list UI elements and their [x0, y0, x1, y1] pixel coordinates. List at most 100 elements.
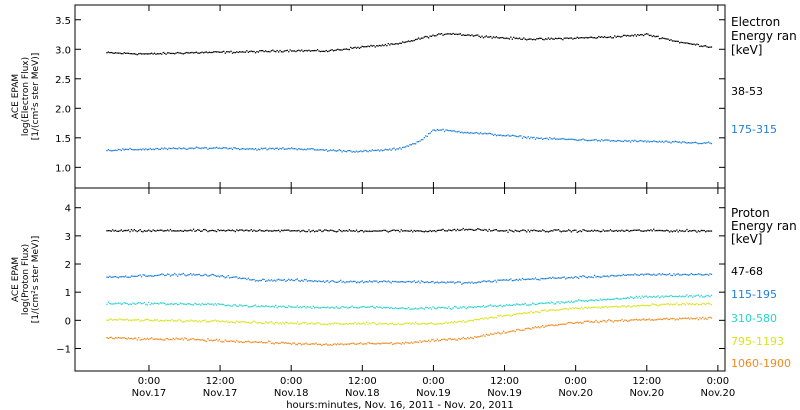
- data-point: [403, 146, 405, 148]
- data-point: [501, 315, 503, 318]
- data-point: [244, 340, 247, 343]
- data-point: [306, 148, 309, 150]
- data-point: [618, 298, 620, 300]
- data-point: [322, 343, 324, 346]
- data-point: [631, 229, 633, 232]
- data-point: [664, 295, 666, 297]
- data-point: [340, 323, 342, 325]
- data-point: [338, 229, 340, 231]
- data-point: [494, 332, 496, 334]
- data-point: [367, 45, 369, 47]
- data-point: [321, 230, 323, 233]
- data-point: [237, 51, 239, 54]
- data-point: [110, 318, 112, 320]
- data-point: [518, 312, 521, 315]
- data-point: [117, 277, 120, 279]
- data-point: [612, 275, 614, 277]
- data-point: [364, 306, 366, 308]
- data-point: [536, 278, 538, 281]
- data-point: [363, 46, 365, 48]
- data-point: [155, 274, 157, 277]
- data-point: [534, 277, 537, 279]
- data-point: [608, 306, 610, 308]
- data-point: [239, 229, 241, 231]
- data-point: [570, 138, 573, 140]
- data-point: [705, 231, 707, 233]
- data-point: [171, 339, 173, 341]
- data-point: [606, 275, 609, 277]
- data-point: [591, 36, 593, 38]
- data-point: [471, 306, 473, 308]
- data-point: [451, 338, 453, 341]
- data-point: [236, 305, 238, 307]
- data-point: [442, 228, 444, 230]
- data-point: [410, 229, 412, 231]
- data-point: [557, 309, 560, 311]
- data-point: [650, 296, 652, 298]
- data-point: [279, 147, 281, 150]
- data-point: [194, 274, 196, 276]
- data-point: [614, 298, 616, 300]
- data-point: [409, 40, 411, 43]
- data-point: [259, 306, 261, 308]
- data-point: [116, 303, 118, 305]
- data-point: [562, 276, 564, 278]
- data-point: [429, 229, 431, 232]
- data-point: [265, 321, 267, 323]
- data-point: [474, 132, 476, 134]
- data-point: [530, 229, 532, 231]
- data-point: [383, 323, 385, 325]
- data-point: [676, 40, 678, 42]
- data-point: [126, 229, 128, 232]
- data-point: [165, 274, 167, 276]
- data-point: [314, 231, 316, 233]
- data-point: [547, 138, 550, 141]
- data-point: [578, 277, 580, 279]
- data-point: [501, 36, 503, 39]
- data-point: [572, 301, 574, 304]
- data-point: [260, 322, 262, 324]
- data-point: [360, 323, 362, 325]
- data-point: [619, 230, 622, 232]
- data-point: [185, 51, 187, 54]
- data-point: [353, 280, 355, 282]
- data-point: [391, 322, 394, 324]
- xtick-label-time: 12:00: [206, 376, 235, 387]
- data-point: [391, 343, 394, 345]
- data-point: [417, 323, 420, 325]
- data-point: [661, 37, 663, 39]
- data-point: [226, 305, 228, 307]
- data-point: [618, 274, 620, 276]
- data-point: [596, 140, 599, 142]
- electron-ytick-label: 2.5: [55, 75, 71, 86]
- data-point: [175, 303, 177, 305]
- data-point: [413, 143, 415, 145]
- data-point: [325, 149, 327, 151]
- data-point: [676, 229, 678, 231]
- data-point: [589, 307, 591, 309]
- data-point: [311, 343, 313, 345]
- data-point: [656, 304, 658, 306]
- data-point: [370, 230, 372, 233]
- data-point: [485, 306, 487, 308]
- data-point: [660, 141, 662, 143]
- data-point: [517, 136, 519, 138]
- data-point: [492, 229, 495, 231]
- data-point: [177, 51, 179, 54]
- data-point: [513, 279, 515, 282]
- data-point: [599, 320, 601, 322]
- data-point: [254, 52, 257, 54]
- data-point: [593, 37, 596, 39]
- data-point: [332, 343, 335, 345]
- data-point: [203, 52, 205, 54]
- data-point: [244, 321, 247, 323]
- data-point: [487, 230, 489, 232]
- data-point: [432, 34, 434, 36]
- data-point: [664, 274, 666, 276]
- data-point: [396, 323, 398, 326]
- data-point: [586, 320, 588, 322]
- data-point: [171, 303, 173, 305]
- data-point: [419, 38, 421, 40]
- data-point: [127, 303, 130, 306]
- data-point: [456, 321, 459, 323]
